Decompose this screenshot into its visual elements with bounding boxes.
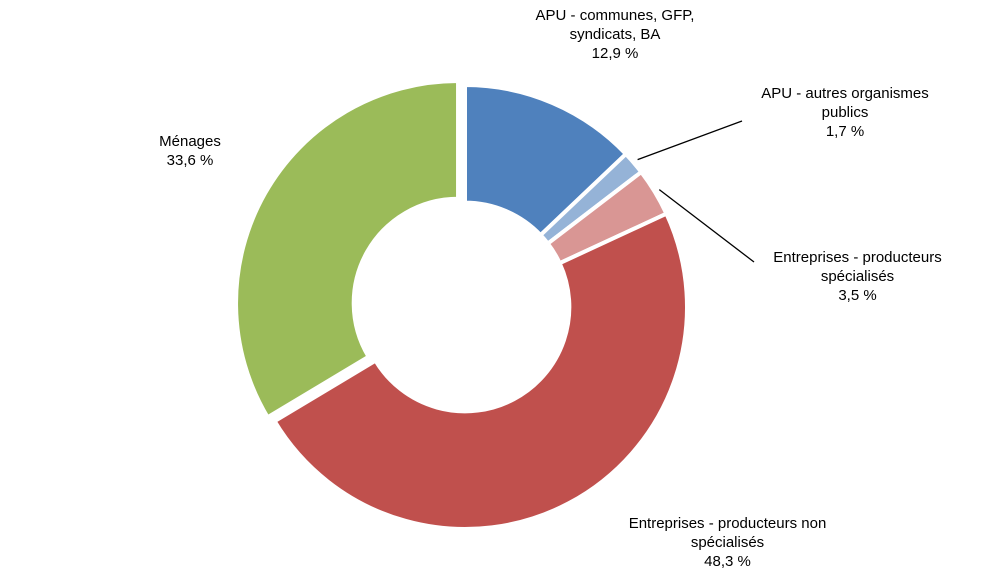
leader-line-1 xyxy=(637,120,743,161)
donut-slice-3 xyxy=(272,211,689,531)
slice-label-apu-autres: APU - autres organismes publics 1,7 % xyxy=(761,85,929,141)
slice-label-menages: Ménages 33,6 % xyxy=(159,133,221,170)
donut-slice-4 xyxy=(234,79,461,420)
slice-label-entreprises-specialises: Entreprises - producteurs spécialisés 3,… xyxy=(773,249,942,305)
donut-slice-0 xyxy=(463,83,628,238)
slice-label-entreprises-non-specialises: Entreprises - producteurs non spécialisé… xyxy=(628,515,827,571)
slice-label-apu-communes: APU - communes, GFP, syndicats, BA 12,9 … xyxy=(535,7,695,63)
leader-line-2 xyxy=(658,189,755,263)
